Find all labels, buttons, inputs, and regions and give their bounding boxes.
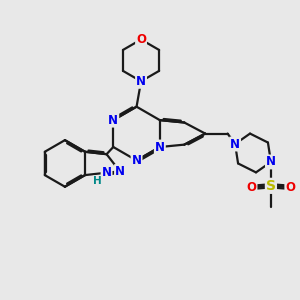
Text: H: H — [93, 176, 102, 186]
Text: N: N — [136, 75, 146, 88]
Text: N: N — [102, 166, 112, 179]
Text: O: O — [136, 33, 146, 46]
Text: S: S — [266, 179, 276, 193]
Text: N: N — [266, 155, 276, 168]
Text: N: N — [115, 165, 125, 178]
Text: N: N — [155, 140, 165, 154]
Text: N: N — [108, 114, 118, 127]
Text: O: O — [285, 181, 295, 194]
Text: O: O — [247, 181, 256, 194]
Text: N: N — [230, 137, 240, 151]
Text: N: N — [132, 154, 142, 167]
